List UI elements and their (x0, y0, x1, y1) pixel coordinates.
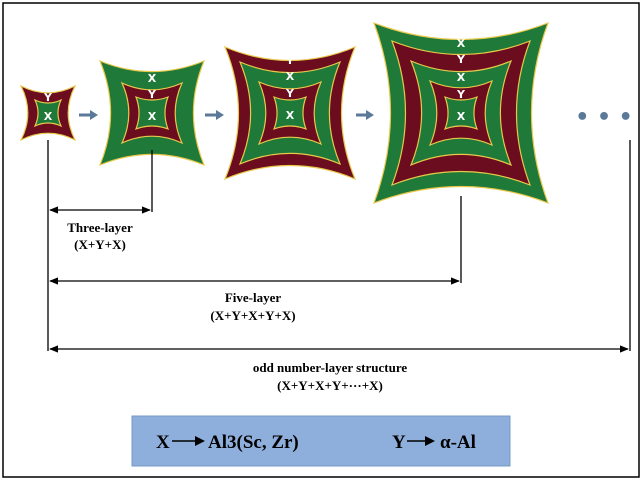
caption-three-layer-title: Three-layer (67, 220, 133, 235)
structure-4-label-2: Y (456, 53, 466, 66)
structure-4-label-4: Y (456, 88, 466, 101)
dimension-lines (47, 140, 631, 353)
legend-y-arrow (407, 436, 435, 446)
structure-1-label-y: Y (43, 91, 53, 104)
structure-1-label-x: X (44, 110, 53, 123)
structure-3-layer-4 (272, 95, 308, 131)
progression-arrow-1 (79, 110, 98, 120)
structure-2-label-2: Y (147, 88, 157, 101)
structure-one-layer-core: Y X (19, 84, 77, 142)
structure-4-label-3: X (457, 71, 466, 84)
structure-3-label-4: X (286, 109, 295, 122)
structure-2-label-3: X (148, 110, 157, 123)
legend-y-value: α-Al (440, 432, 476, 453)
progression-arrows (79, 110, 374, 120)
structure-4-layer-5 (443, 95, 479, 131)
structure-three-layer: X Y X (98, 59, 206, 167)
progression-arrow-2 (205, 110, 224, 120)
structure-3-label-3: Y (285, 87, 295, 100)
structure-3-label-1: Y (285, 54, 295, 67)
legend-x-arrow (172, 436, 205, 446)
structure-2-layer-inner-x (134, 95, 170, 131)
structure-1-layer-x (33, 98, 63, 128)
structure-3-label-2: X (286, 70, 295, 83)
legend-x-symbol: X (156, 432, 170, 453)
caption-odd-layer-title: odd number-layer structure (253, 360, 408, 375)
caption-three-layer-formula: (X+Y+X) (74, 237, 126, 252)
structure-four-layer: Y X Y X (223, 45, 357, 181)
legend-box: X Al3(Sc, Zr) Y α-Al (131, 415, 511, 467)
progression-arrow-3 (356, 110, 374, 120)
caption-odd-layer-formula: (X+Y+X+Y+···+X) (277, 378, 383, 393)
structure-4-label-5: X (457, 110, 466, 123)
caption-five-layer-formula: (X+Y+X+Y+X) (210, 308, 295, 323)
structure-2-label-1: X (148, 72, 157, 85)
legend-y-symbol: Y (392, 432, 406, 453)
structure-4-label-1: X (457, 37, 466, 50)
ellipsis-dots: • • • (575, 105, 633, 130)
caption-five-layer-title: Five-layer (225, 290, 282, 305)
structure-five-layer: X Y X Y X (372, 21, 550, 205)
legend-x-value: Al3(Sc, Zr) (208, 432, 299, 453)
